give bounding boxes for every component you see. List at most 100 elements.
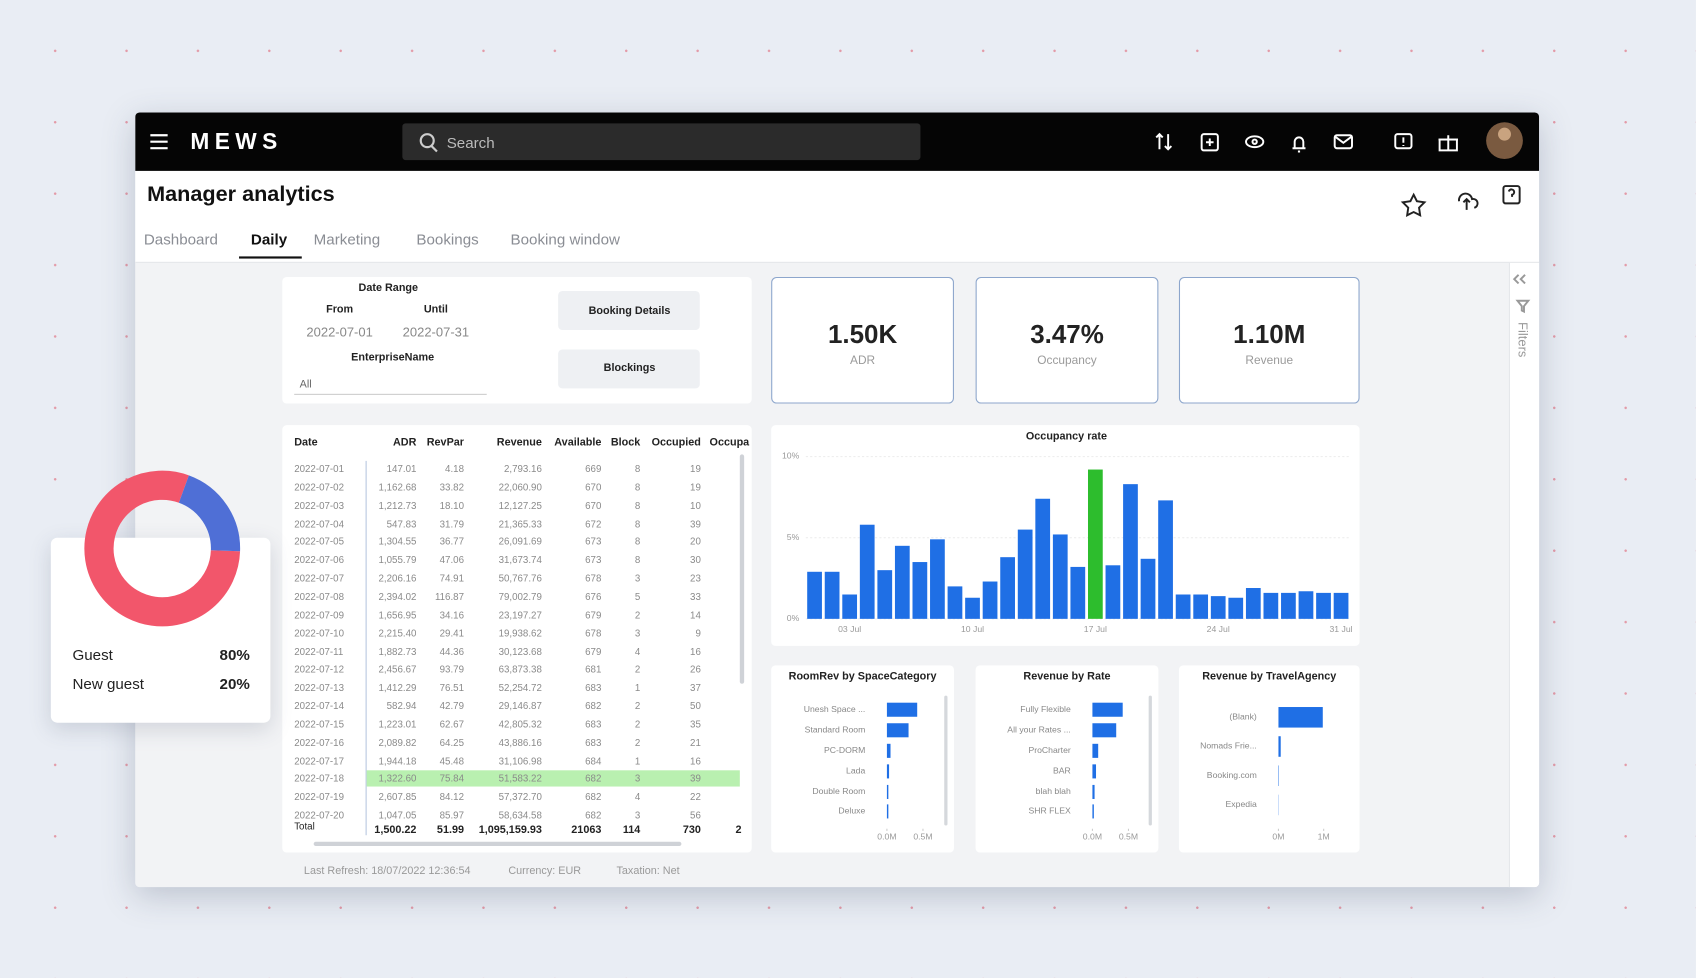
bar [1017, 529, 1033, 619]
x-tick-label: 1M [1317, 831, 1330, 842]
table-cell: 147.01 [386, 463, 417, 475]
bar [1316, 592, 1331, 619]
x-tick-label: 03 Jul [838, 624, 862, 634]
tab[interactable]: Marketing [313, 230, 381, 248]
bar [824, 571, 840, 619]
table-cell: 683 [585, 682, 602, 694]
table-cell: 672 [585, 518, 602, 530]
table-cell: 19 [690, 481, 701, 493]
table-cell: 3 [634, 627, 641, 639]
table-cell: 85.97 [439, 809, 465, 821]
footer-text: Taxation: Net [616, 865, 680, 878]
table-cell: 26,091.69 [498, 536, 542, 548]
table-cell: 18.10 [439, 500, 465, 511]
table-cell: 10 [690, 500, 701, 511]
search-placeholder[interactable]: Search [446, 134, 495, 152]
bar [807, 571, 822, 619]
button-bg[interactable] [558, 291, 700, 330]
bar [886, 784, 889, 799]
kpi-value: 1.50K [827, 320, 898, 350]
bar [1000, 557, 1015, 619]
tab[interactable]: Booking window [510, 230, 620, 248]
table-cell: 8 [634, 518, 641, 530]
bar [894, 545, 910, 619]
table-cell: 679 [585, 645, 602, 657]
date-input: 2022-07-31 [402, 324, 470, 340]
chart-scrollbar [944, 695, 948, 826]
table-cell: 62.67 [439, 718, 465, 730]
label: Until [423, 304, 448, 316]
table-cell: 12,127.25 [498, 500, 542, 511]
table-cell: 23 [690, 572, 701, 584]
table-cell: 2,607.85 [378, 791, 417, 803]
donut-segment [84, 470, 241, 627]
highlight-row [366, 770, 740, 788]
chart-card [1178, 665, 1360, 853]
dropdown-value[interactable]: All [299, 378, 312, 391]
x-tick-label: 0.0M [877, 831, 897, 842]
button-bg[interactable] [558, 349, 700, 389]
chart-title: Occupancy rate [1025, 430, 1108, 443]
table-cell: 8 [634, 500, 641, 511]
table-scrollbar [739, 454, 745, 684]
table-cell: 43,886.16 [498, 737, 542, 748]
kpi-label: ADR [850, 354, 876, 368]
footer-text: Currency: EUR [508, 865, 582, 878]
table-cell: 676 [585, 591, 602, 603]
kpi-label: Occupancy [1037, 354, 1097, 368]
y-tick-label: 5% [786, 532, 800, 543]
table-cell: 31.79 [439, 518, 465, 530]
bar [965, 597, 980, 619]
table-cell: 2 [634, 737, 641, 748]
chart-title: Revenue by Rate [1023, 670, 1111, 683]
x-tick-label: 31 Jul [1329, 624, 1353, 634]
bar [886, 804, 889, 819]
x-tick-label: 0.0M [1082, 831, 1103, 842]
bar [886, 743, 891, 758]
category-label: SHR FLEX [1028, 806, 1071, 816]
kpi-value: 3.47% [1030, 320, 1104, 350]
table-cell: 21,365.33 [498, 518, 542, 530]
search-box[interactable] [402, 123, 921, 161]
table-total: 2 [735, 824, 742, 837]
page-title: Manager analytics [147, 182, 335, 207]
button[interactable]: Booking Details [588, 305, 671, 317]
table-cell: 1 [634, 682, 641, 694]
bar [1070, 566, 1086, 619]
table-cell: 8 [634, 554, 641, 566]
category-label: blah blah [1035, 786, 1071, 797]
tab[interactable]: Bookings [416, 230, 479, 248]
table-cell: 2,215.40 [378, 627, 417, 639]
table-cell: 74.91 [439, 572, 465, 584]
y-tick-label: 10% [781, 451, 800, 461]
table-cell: 683 [585, 718, 602, 730]
bar [1092, 784, 1095, 799]
bar [982, 581, 998, 619]
table-cell: 2,793.16 [503, 463, 542, 475]
table-cell: 1,304.55 [378, 536, 417, 548]
table-cell: 681 [585, 664, 602, 675]
table-total: 51.99 [436, 824, 465, 837]
table-cell: 31,673.74 [498, 554, 542, 566]
table-cell: 670 [585, 500, 602, 511]
tab[interactable]: Dashboard [143, 230, 218, 248]
table-cell: 63,873.38 [498, 664, 542, 675]
toolbar-icons[interactable] [1155, 132, 1531, 314]
bar [1245, 588, 1261, 619]
table-cell: 42,805.32 [498, 718, 542, 730]
category-label: (Blank) [1229, 711, 1257, 722]
button[interactable]: Blockings [603, 362, 656, 375]
category-label: Standard Room [804, 724, 866, 735]
tab[interactable]: Daily [250, 230, 288, 248]
bar [886, 702, 918, 717]
table-cell: 39 [690, 518, 701, 530]
table-cell: 22,060.90 [498, 481, 542, 493]
table-cell: 2022-07-17 [294, 755, 344, 767]
bar [1123, 484, 1138, 619]
bar [1175, 594, 1191, 619]
menu-icon[interactable] [150, 134, 168, 150]
table-total: 21063 [571, 824, 602, 837]
table-total: 114 [622, 824, 641, 837]
table-cell: 2022-07-11 [294, 645, 344, 657]
